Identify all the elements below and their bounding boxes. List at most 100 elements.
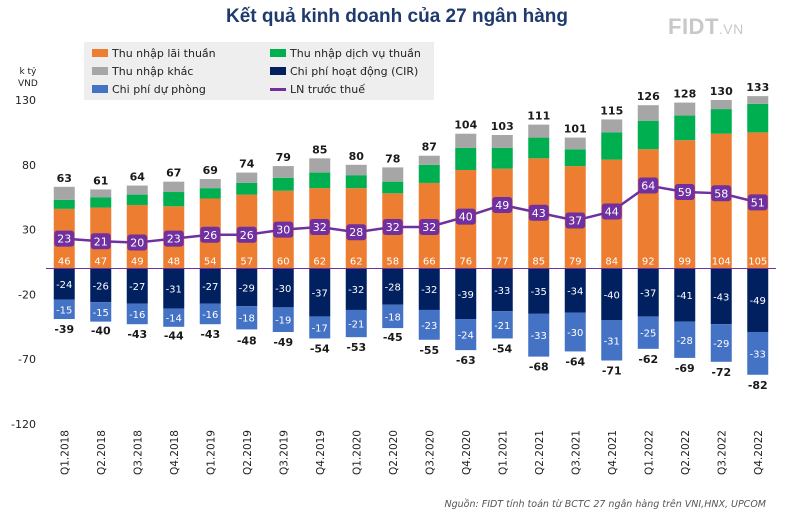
bar-operating-cost	[710, 268, 732, 325]
label-provision-cost: -17	[312, 323, 328, 334]
bar-service-income	[455, 147, 477, 170]
label-total-expense: -39	[54, 323, 74, 336]
pbt-marker	[455, 208, 476, 225]
bar-provision-cost	[418, 309, 440, 340]
x-tick-label: Q3.2020	[424, 430, 436, 475]
x-tick-label: Q1.2022	[643, 430, 655, 475]
label-total-income: 80	[349, 150, 365, 163]
label-operating-cost: -32	[348, 285, 364, 296]
pbt-marker	[528, 204, 549, 221]
label-net-interest: 92	[642, 256, 655, 267]
bar-service-income	[236, 182, 258, 195]
pbt-marker	[127, 234, 148, 251]
legend-swatch	[270, 87, 286, 91]
bar-operating-cost	[564, 268, 586, 313]
legend-label: Chi phí hoạt động (CIR)	[290, 64, 419, 78]
label-total-expense: -54	[310, 342, 330, 355]
bar-provision-cost	[309, 316, 331, 339]
bar-provision-cost	[199, 303, 221, 325]
label-total-income: 67	[166, 167, 181, 180]
label-total-expense: -48	[237, 335, 257, 348]
bar-other-income	[710, 100, 732, 110]
label-net-interest: 105	[748, 256, 767, 267]
label-total-income: 126	[637, 90, 660, 103]
label-total-income: 104	[454, 119, 477, 132]
label-total-expense: -44	[164, 330, 184, 343]
bar-operating-cost	[637, 268, 659, 317]
label-total-expense: -68	[529, 361, 549, 374]
y-tick-label: -120	[11, 418, 36, 431]
label-net-interest: 99	[678, 256, 691, 267]
pbt-marker	[273, 221, 294, 238]
label-net-interest: 46	[58, 256, 71, 267]
legend-label: Thu nhập khác	[112, 64, 194, 78]
x-tick-label: Q1.2019	[205, 430, 217, 475]
label-operating-cost: -27	[129, 282, 145, 293]
label-total-income: 87	[422, 141, 437, 154]
label-operating-cost: -26	[93, 281, 109, 292]
pbt-label: 21	[94, 235, 108, 248]
label-operating-cost: -30	[275, 284, 291, 295]
pbt-marker	[674, 184, 695, 201]
label-total-expense: -63	[456, 354, 476, 367]
label-total-income: 69	[203, 164, 218, 177]
pbt-label: 30	[276, 224, 290, 237]
bar-service-income	[345, 175, 367, 189]
bar-service-income	[272, 177, 294, 191]
x-tick-label: Q1.2020	[351, 430, 363, 475]
label-operating-cost: -27	[202, 282, 218, 293]
label-total-income: 128	[673, 88, 696, 101]
label-provision-cost: -25	[640, 329, 656, 340]
label-total-expense: -43	[127, 328, 147, 341]
bar-other-income	[126, 185, 148, 195]
label-operating-cost: -37	[312, 288, 328, 299]
bar-service-income	[309, 172, 331, 189]
bar-service-income	[674, 115, 696, 141]
legend-item: Thu nhập lãi thuần	[92, 44, 216, 62]
bar-provision-cost	[528, 313, 550, 357]
label-total-income: 74	[239, 158, 255, 171]
bar-provision-cost	[236, 306, 258, 330]
bar-operating-cost	[236, 268, 258, 307]
bar-other-income	[455, 133, 477, 148]
label-net-interest: 47	[94, 256, 107, 267]
y-unit-line-2: VND	[18, 79, 38, 89]
x-tick-label: Q1.2021	[497, 430, 509, 475]
x-tick-label: Q4.2019	[315, 430, 327, 475]
label-net-interest: 58	[386, 256, 399, 267]
label-net-interest: 62	[350, 256, 363, 267]
pbt-marker	[346, 224, 367, 241]
pbt-marker	[492, 196, 513, 213]
x-tick-label: Q2.2020	[388, 430, 400, 475]
legend-item: Chi phí dự phòng	[92, 80, 206, 98]
pbt-marker	[90, 233, 111, 250]
label-provision-cost: -33	[531, 331, 547, 342]
label-total-income: 101	[564, 123, 587, 136]
bar-net-interest	[674, 140, 696, 269]
pbt-label: 32	[422, 221, 436, 234]
pbt-label: 44	[605, 205, 619, 218]
pbt-label: 64	[641, 180, 655, 193]
label-provision-cost: -23	[421, 321, 437, 332]
label-operating-cost: -28	[385, 283, 401, 294]
bar-operating-cost	[309, 268, 331, 317]
pbt-label: 40	[459, 211, 473, 224]
x-tick-label: Q1.2018	[59, 430, 71, 475]
bar-provision-cost	[601, 320, 623, 361]
bar-operating-cost	[418, 268, 440, 310]
pbt-marker	[747, 194, 768, 211]
bar-other-income	[601, 119, 623, 133]
pbt-label: 58	[714, 187, 728, 200]
pbt-marker	[419, 219, 440, 236]
label-operating-cost: -41	[677, 291, 693, 302]
label-operating-cost: -37	[640, 288, 656, 299]
bar-operating-cost	[272, 268, 294, 308]
label-total-expense: -43	[200, 328, 220, 341]
logo-suffix: .VN	[718, 21, 744, 37]
pbt-marker	[601, 203, 622, 220]
bar-other-income	[564, 137, 586, 150]
bar-provision-cost	[455, 319, 477, 351]
pbt-label: 59	[678, 186, 692, 199]
x-tick-label: Q2.2021	[534, 430, 546, 475]
